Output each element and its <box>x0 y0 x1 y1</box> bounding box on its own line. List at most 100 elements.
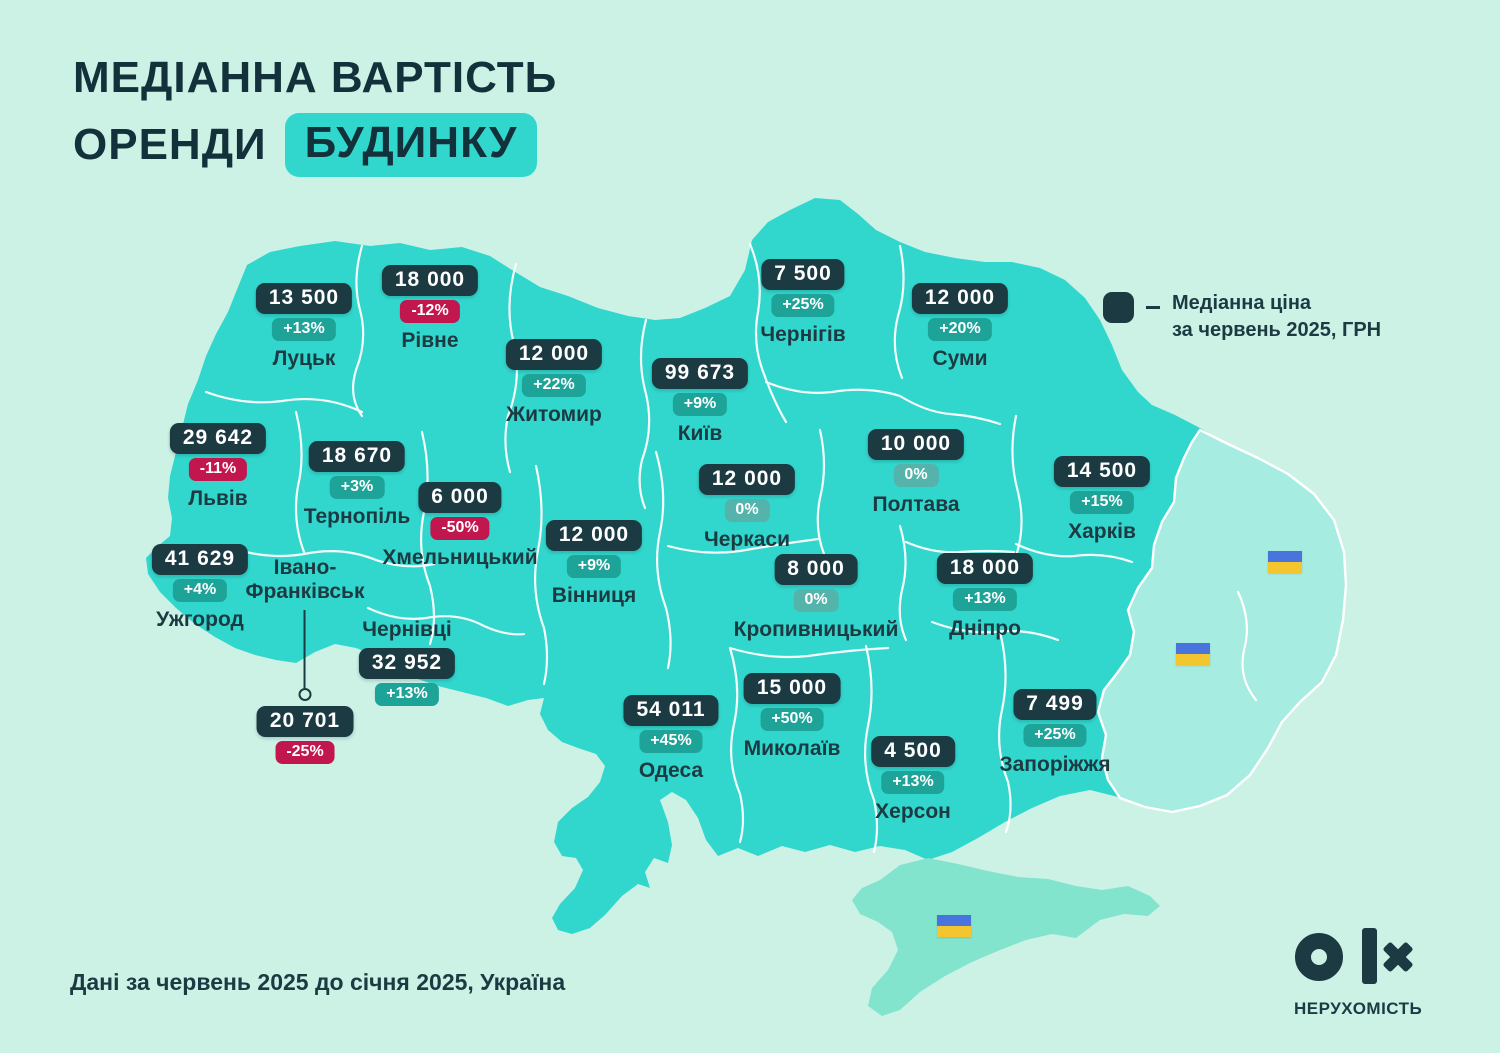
olx-o-icon <box>1295 933 1343 981</box>
change-badge: +50% <box>760 708 824 731</box>
city-name: Суми <box>932 347 988 370</box>
title-highlight: БУДИНКУ <box>284 113 538 177</box>
city-group-ternopil: 18 670 +3% Тернопіль <box>303 441 411 529</box>
city-name: Житомир <box>506 403 602 426</box>
city-group-lutsk: 13 500 +13% Луцьк <box>255 283 353 371</box>
price-badge: 14 500 <box>1053 456 1151 487</box>
city-name: Черкаси <box>703 528 791 551</box>
olx-x-icon <box>1383 942 1413 972</box>
city-name: Львів <box>188 487 248 510</box>
region-east-light <box>1096 428 1348 814</box>
change-badge: 0% <box>793 589 839 612</box>
legend: Медіанна ціна за червень 2025, ГРН <box>1103 290 1381 344</box>
change-badge: +9% <box>672 393 728 416</box>
title-line2-prefix: ОРЕНДИ <box>73 120 267 169</box>
change-badge: +9% <box>566 555 622 578</box>
change-badge: -11% <box>188 458 248 481</box>
price-badge: 6 000 <box>418 482 502 513</box>
price-badge: 12 000 <box>698 464 796 495</box>
city-name: Миколаїв <box>743 737 841 760</box>
price-badge: 18 000 <box>936 553 1034 584</box>
change-badge: +45% <box>639 730 703 753</box>
price-badge: 99 673 <box>651 358 749 389</box>
price-badge: 10 000 <box>867 429 965 460</box>
city-name: Вінниця <box>551 584 637 607</box>
price-badge: 20 701 <box>256 706 354 738</box>
change-badge: +13% <box>881 771 945 794</box>
change-badge: +3% <box>329 476 385 499</box>
city-group-mykolaiv: 15 000 +50% Миколаїв <box>743 673 841 761</box>
region-main <box>146 198 1346 934</box>
change-badge: 0% <box>893 464 939 487</box>
city-name: Ужгород <box>156 608 244 631</box>
legend-line2: за червень 2025, ГРН <box>1172 319 1382 341</box>
city-name: Дніпро <box>949 617 1021 640</box>
price-badge: 12 000 <box>505 339 603 370</box>
change-badge: +13% <box>272 318 336 341</box>
price-badge: 8 000 <box>774 554 858 585</box>
city-name: Київ <box>677 422 723 445</box>
city-group-chernivtsi: Чернівці 32 952 +13% <box>358 618 456 707</box>
region-crimea <box>852 858 1160 1016</box>
page-title: МЕДІАННА ВАРТІСТЬ ОРЕНДИ БУДИНКУ <box>73 50 557 177</box>
city-name: Кропивницький <box>733 618 899 641</box>
change-badge: -12% <box>400 300 460 323</box>
city-group-chernihiv: 7 500 +25% Чернігів <box>760 259 846 347</box>
price-badge: 7 499 <box>1013 689 1097 720</box>
change-badge: +13% <box>375 683 439 707</box>
change-badge: +20% <box>928 318 992 341</box>
city-group-cherkasy: 12 000 0% Черкаси <box>698 464 796 552</box>
legend-line1: Медіанна ціна <box>1172 292 1312 314</box>
city-name: Луцьк <box>272 347 336 370</box>
city-group-ivano-frankivsk: Івано- Франківськ 20 701 -25% <box>246 556 364 765</box>
leader-line <box>303 610 306 689</box>
city-group-kharkiv: 14 500 +15% Харків <box>1053 456 1151 544</box>
change-badge: +4% <box>172 579 228 602</box>
city-group-lviv: 29 642 -11% Львів <box>169 423 267 511</box>
change-badge: +22% <box>522 374 586 397</box>
city-group-zhytomyr: 12 000 +22% Житомир <box>505 339 603 427</box>
legend-swatch-icon <box>1103 292 1134 323</box>
change-badge: +13% <box>953 588 1017 611</box>
price-badge: 4 500 <box>871 736 955 767</box>
city-group-kyiv: 99 673 +9% Київ <box>651 358 749 446</box>
price-badge: 18 670 <box>308 441 406 472</box>
city-name: Запоріжжя <box>999 753 1111 776</box>
change-badge: +25% <box>771 294 835 317</box>
change-badge: +15% <box>1070 491 1134 514</box>
city-group-zaporizhzhia: 7 499 +25% Запоріжжя <box>999 689 1111 777</box>
leader-dot <box>298 688 312 702</box>
city-group-sumy: 12 000 +20% Суми <box>911 283 1009 371</box>
city-group-poltava: 10 000 0% Полтава <box>867 429 965 517</box>
footer-note: Дані за червень 2025 до січня 2025, Укра… <box>70 969 566 995</box>
city-group-uzhhorod: 41 629 +4% Ужгород <box>151 544 249 632</box>
price-badge: 13 500 <box>255 283 353 314</box>
city-name: Тернопіль <box>303 505 411 528</box>
city-name: Полтава <box>872 493 960 516</box>
city-group-odesa: 54 011 +45% Одеса <box>623 695 719 783</box>
price-badge: 15 000 <box>743 673 841 704</box>
title-line1: МЕДІАННА ВАРТІСТЬ <box>73 53 558 102</box>
legend-dash <box>1146 306 1160 309</box>
flag-donetsk-ukraine-flag-icon <box>1176 643 1210 665</box>
price-badge: 29 642 <box>169 423 267 454</box>
city-name: Рівне <box>401 329 459 352</box>
price-badge: 18 000 <box>381 265 479 296</box>
city-name: Чернівці <box>362 618 452 641</box>
city-group-dnipro: 18 000 +13% Дніпро <box>936 553 1034 641</box>
change-badge: +25% <box>1023 724 1087 747</box>
city-group-khmelnytskyi: 6 000 -50% Хмельницький <box>382 482 538 570</box>
change-badge: 0% <box>724 499 770 522</box>
olx-logo-subtitle: НЕРУХОМІСТЬ <box>1294 999 1423 1018</box>
city-name: Одеса <box>638 759 704 782</box>
city-group-rivne: 18 000 -12% Рівне <box>381 265 479 353</box>
olx-logo: НЕРУХОМІСТЬ <box>1294 926 1438 1019</box>
price-badge: 32 952 <box>358 648 456 680</box>
city-name: Хмельницький <box>382 546 538 569</box>
flag-crimea-ukraine-flag-icon <box>937 915 971 937</box>
olx-bar-icon <box>1362 928 1377 984</box>
city-name: Харків <box>1068 520 1136 543</box>
price-badge: 12 000 <box>911 283 1009 314</box>
